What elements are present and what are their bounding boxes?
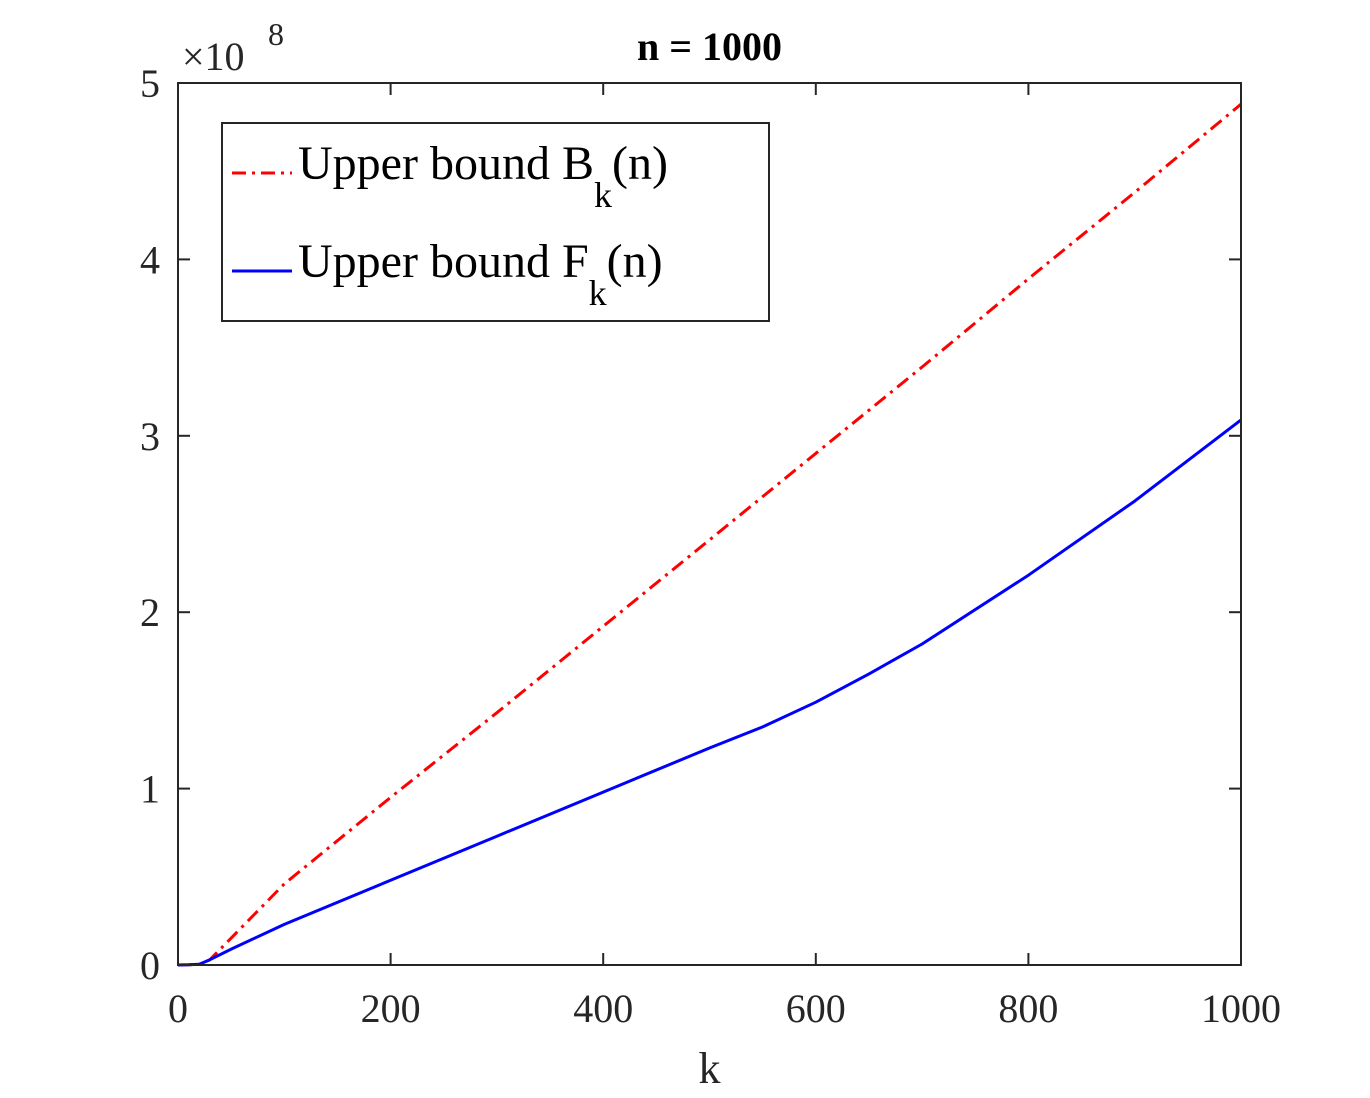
y-axis: 0 1 2 3 4 5 — [140, 61, 1241, 988]
y-tick-label: 3 — [140, 414, 160, 459]
y-axis-exponent: ×10 8 — [182, 16, 284, 79]
plot-frame — [177, 82, 1242, 966]
chart-title: n = 1000 — [637, 24, 782, 69]
y-tick-label: 2 — [140, 590, 160, 635]
x-axis: 0 200 400 600 800 1000 — [168, 83, 1281, 1031]
y-tick-label: 0 — [140, 943, 160, 988]
y-tick-label: 1 — [140, 767, 160, 812]
x-tick-label: 0 — [168, 986, 188, 1031]
legend: Upper bound Bk(n) Upper bound Fk(n) — [221, 122, 770, 322]
legend-label-1: Upper bound Bk(n) — [298, 137, 668, 215]
series-line-2 — [177, 418, 1242, 967]
y-exponent-power: 8 — [268, 16, 284, 52]
y-tick-label: 5 — [140, 61, 160, 106]
x-tick-label: 800 — [998, 986, 1058, 1031]
series-line-1 — [177, 103, 1242, 967]
y-exponent-base: ×10 — [182, 34, 245, 79]
x-axis-label: k — [699, 1044, 721, 1093]
x-tick-label: 200 — [361, 986, 421, 1031]
x-tick-label: 1000 — [1201, 986, 1281, 1031]
x-tick-label: 400 — [573, 986, 633, 1031]
y-tick-label: 4 — [140, 237, 160, 282]
plot-area — [177, 103, 1242, 967]
legend-label-2: Upper bound Fk(n) — [298, 235, 663, 313]
x-tick-label: 600 — [786, 986, 846, 1031]
legend-box — [221, 122, 770, 322]
